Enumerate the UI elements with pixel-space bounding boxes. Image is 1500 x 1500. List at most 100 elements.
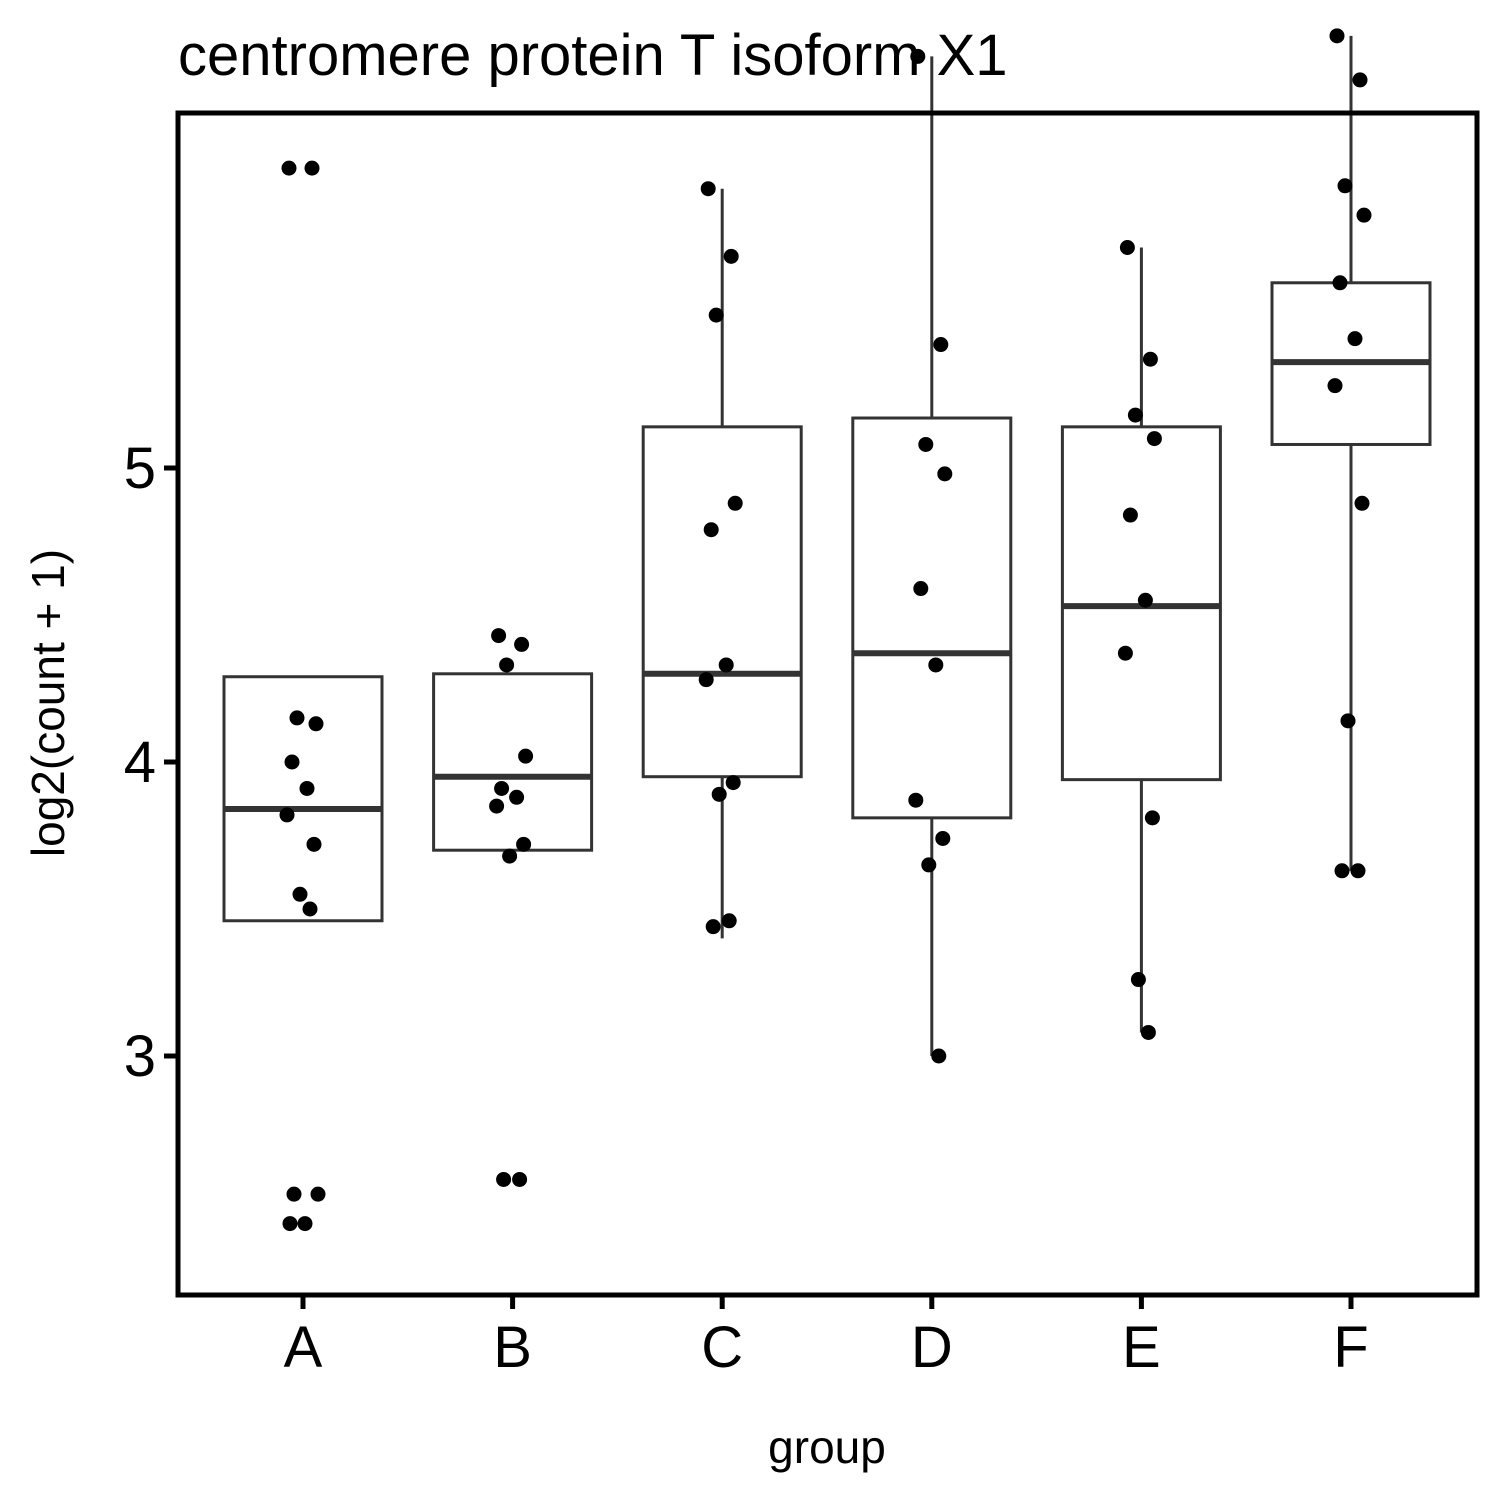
data-point: [502, 848, 518, 864]
data-point: [918, 436, 934, 452]
data-point: [281, 160, 297, 176]
data-point: [1337, 178, 1353, 194]
data-point: [700, 181, 716, 197]
box-E: [1060, 247, 1222, 1033]
y-tick-label: 3: [124, 1024, 156, 1089]
x-tick-label: F: [1333, 1315, 1368, 1380]
y-tick-label: 4: [124, 730, 156, 795]
data-point: [1350, 863, 1366, 879]
data-point: [937, 466, 953, 482]
box-C: [641, 188, 803, 939]
y-axis: 3 4 5: [124, 436, 178, 1089]
data-point: [908, 792, 924, 808]
x-tick-label: E: [1122, 1315, 1161, 1380]
points-F: [1327, 28, 1372, 879]
data-point: [1127, 407, 1143, 423]
data-point: [1329, 28, 1345, 44]
data-point: [1140, 1024, 1156, 1040]
box-A: [222, 675, 384, 923]
data-point: [310, 1186, 326, 1202]
data-point: [491, 628, 507, 644]
data-point: [499, 657, 515, 673]
points-C: [698, 181, 743, 935]
box-F: [1270, 35, 1432, 871]
data-point: [512, 1171, 528, 1187]
data-point: [1334, 863, 1350, 879]
data-point: [931, 1048, 947, 1064]
y-axis-title: log2(count + 1): [22, 549, 74, 857]
data-point: [284, 754, 300, 770]
data-point: [286, 1186, 302, 1202]
points-D: [908, 48, 953, 1064]
x-tick-label: C: [701, 1315, 743, 1380]
data-point: [698, 672, 714, 688]
data-point: [1347, 331, 1363, 347]
box-B: [432, 672, 594, 852]
data-point: [494, 780, 510, 796]
data-point: [933, 337, 949, 353]
data-point: [1137, 592, 1153, 608]
data-point: [1354, 495, 1370, 511]
data-point: [921, 857, 937, 873]
y-tick-label: 5: [124, 436, 156, 501]
plot-area: [222, 28, 1432, 1232]
data-point: [302, 901, 318, 917]
data-point: [1130, 972, 1146, 988]
data-point: [703, 522, 719, 538]
data-point: [304, 160, 320, 176]
data-point: [489, 798, 505, 814]
x-axis: A B C D E F: [284, 1295, 1369, 1380]
points-B: [489, 628, 534, 1187]
data-point: [1119, 240, 1135, 255]
data-point: [306, 836, 322, 852]
plot-frame: [175, 110, 1480, 1298]
points-E: [1117, 240, 1162, 1040]
data-point: [705, 919, 721, 935]
data-point: [299, 780, 315, 796]
data-point: [910, 48, 926, 64]
box-iqr: [222, 675, 384, 923]
x-tick-label: A: [284, 1315, 323, 1380]
data-point: [935, 830, 951, 846]
data-point: [1144, 810, 1160, 826]
data-point: [1352, 72, 1368, 88]
data-point: [279, 807, 295, 823]
data-point: [1340, 713, 1356, 729]
data-point: [289, 710, 305, 726]
data-point: [292, 886, 308, 902]
box-iqr: [432, 672, 594, 852]
data-point: [282, 1216, 298, 1232]
data-point: [308, 716, 324, 732]
data-point: [1146, 431, 1162, 447]
box-D: [851, 56, 1013, 1056]
data-point: [1117, 645, 1133, 661]
data-point: [711, 786, 727, 802]
data-point: [723, 248, 739, 264]
data-point: [708, 307, 724, 323]
box-iqr: [851, 416, 1013, 820]
data-point: [1122, 507, 1138, 523]
chart-title: centromere protein T isoform X1: [178, 23, 1008, 88]
data-point: [1142, 351, 1158, 367]
data-point: [725, 775, 741, 791]
data-point: [514, 636, 530, 652]
data-point: [1332, 275, 1348, 291]
box-iqr: [641, 425, 803, 779]
data-point: [718, 657, 734, 673]
data-point: [913, 581, 929, 597]
data-point: [1327, 378, 1343, 394]
data-point: [509, 789, 525, 805]
data-point: [721, 913, 737, 929]
x-tick-label: B: [493, 1315, 532, 1380]
data-point: [496, 1171, 512, 1187]
x-axis-title: group: [768, 1421, 886, 1473]
x-tick-label: D: [911, 1315, 953, 1380]
data-point: [928, 657, 944, 673]
data-point: [727, 495, 743, 511]
data-point: [297, 1216, 313, 1232]
data-point: [518, 748, 534, 764]
points-A: [279, 160, 326, 1232]
data-point: [516, 836, 532, 852]
data-point: [1356, 207, 1372, 223]
